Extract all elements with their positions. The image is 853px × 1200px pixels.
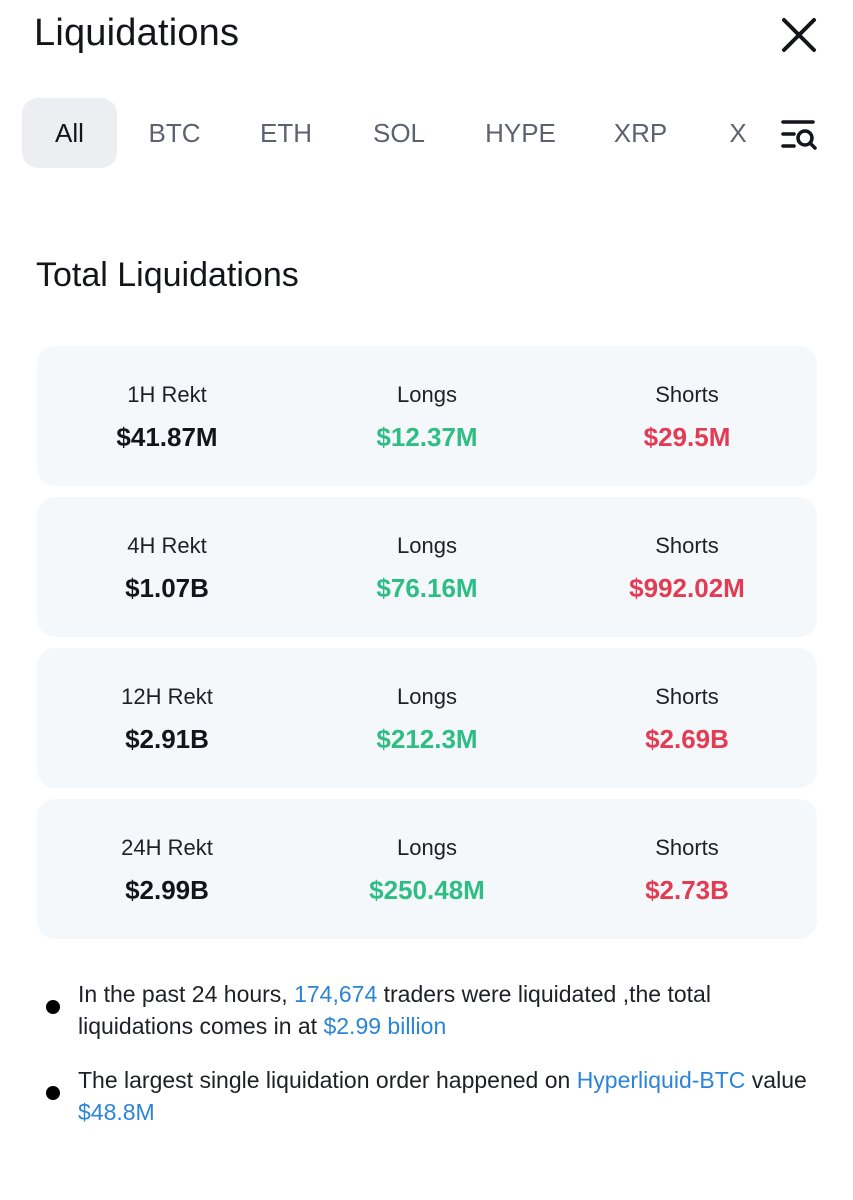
search-filter-icon: [781, 120, 817, 150]
shorts-label: Shorts: [655, 382, 719, 407]
rekt-value: $41.87M: [116, 422, 218, 452]
shorts-column: Shorts $992.02M: [557, 497, 817, 637]
shorts-value: $2.73B: [645, 875, 729, 905]
rekt-column: 4H Rekt $1.07B: [37, 497, 297, 637]
longs-label: Longs: [397, 382, 457, 407]
market-link[interactable]: Hyperliquid-BTC: [576, 1067, 746, 1093]
shorts-column: Shorts $29.5M: [557, 346, 817, 486]
liquidation-card-4h: 4H Rekt $1.07B Longs $76.16M Shorts $992…: [37, 497, 817, 637]
shorts-value: $29.5M: [643, 422, 731, 452]
longs-column: Longs $212.3M: [297, 648, 557, 788]
tab-all[interactable]: All: [22, 98, 117, 168]
rekt-value: $1.07B: [125, 573, 209, 603]
longs-value: $250.48M: [369, 875, 485, 905]
rekt-label: 12H Rekt: [121, 684, 213, 709]
bullet-dot: [46, 1086, 60, 1100]
tab-x[interactable]: X: [729, 117, 747, 148]
rekt-column: 1H Rekt $41.87M: [37, 346, 297, 486]
tab-eth[interactable]: ETH: [260, 117, 312, 148]
rekt-value: $2.99B: [125, 875, 209, 905]
longs-label: Longs: [397, 835, 457, 860]
longs-value: $212.3M: [376, 724, 478, 754]
longs-value: $76.16M: [376, 573, 478, 603]
page-title: Liquidations: [34, 12, 240, 54]
shorts-value: $2.69B: [645, 724, 729, 754]
note-text: In the past 24 hours,: [78, 981, 295, 1007]
longs-label: Longs: [397, 684, 457, 709]
tab-sol[interactable]: SOL: [372, 117, 426, 148]
summary-notes: In the past 24 hours, 174,674 traders we…: [40, 978, 820, 1150]
tab-xrp[interactable]: XRP: [613, 117, 668, 148]
tab-btc[interactable]: BTC: [148, 117, 201, 148]
shorts-label: Shorts: [655, 835, 719, 860]
search-filter-button[interactable]: [780, 116, 820, 152]
note-text: value: [745, 1067, 807, 1093]
traders-count-link[interactable]: 174,674: [294, 981, 378, 1007]
note-largest-order: The largest single liquidation order hap…: [40, 1064, 820, 1128]
rekt-column: 12H Rekt $2.91B: [37, 648, 297, 788]
note-24h-summary: In the past 24 hours, 174,674 traders we…: [40, 978, 820, 1042]
bullet-dot: [46, 1000, 60, 1014]
shorts-value: $992.02M: [629, 573, 745, 603]
rekt-label: 1H Rekt: [127, 382, 207, 407]
liquidation-card-24h: 24H Rekt $2.99B Longs $250.48M Shorts $2…: [37, 799, 817, 939]
rekt-column: 24H Rekt $2.99B: [37, 799, 297, 939]
liquidation-card-1h: 1H Rekt $41.87M Longs $12.37M Shorts $29…: [37, 346, 817, 486]
shorts-label: Shorts: [655, 533, 719, 558]
shorts-column: Shorts $2.73B: [557, 799, 817, 939]
rekt-label: 24H Rekt: [121, 835, 213, 860]
longs-column: Longs $250.48M: [297, 799, 557, 939]
liquidation-card-12h: 12H Rekt $2.91B Longs $212.3M Shorts $2.…: [37, 648, 817, 788]
longs-column: Longs $76.16M: [297, 497, 557, 637]
close-button[interactable]: [778, 14, 820, 56]
longs-column: Longs $12.37M: [297, 346, 557, 486]
rekt-label: 4H Rekt: [127, 533, 207, 558]
shorts-label: Shorts: [655, 684, 719, 709]
close-icon: [782, 18, 816, 52]
section-title: Total Liquidations: [36, 256, 299, 294]
longs-label: Longs: [397, 533, 457, 558]
total-liquidations-link[interactable]: $2.99 billion: [323, 1013, 447, 1039]
order-value-link[interactable]: $48.8M: [78, 1099, 155, 1125]
asset-tabs: All BTC ETH SOL HYPE XRP X: [22, 98, 782, 168]
longs-value: $12.37M: [376, 422, 478, 452]
tab-hype[interactable]: HYPE: [485, 117, 556, 148]
rekt-value: $2.91B: [125, 724, 209, 754]
shorts-column: Shorts $2.69B: [557, 648, 817, 788]
note-text: traders were liquidated ,the total liqui…: [78, 981, 711, 1039]
note-text: The largest single liquidation order hap…: [78, 1067, 577, 1093]
